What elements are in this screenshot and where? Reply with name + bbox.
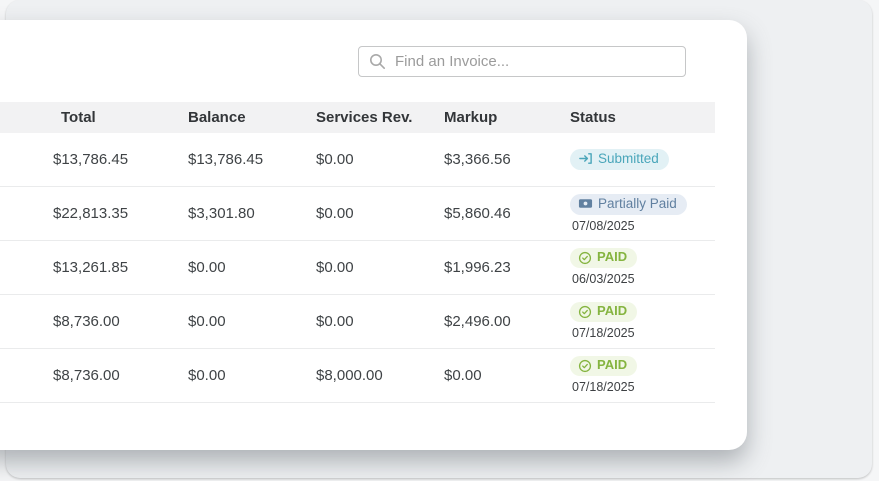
status-cell: PAID 07/18/2025 bbox=[570, 302, 715, 340]
total-cell: $13,786.45 bbox=[53, 151, 129, 168]
status-cell: Submitted bbox=[570, 149, 715, 170]
total-cell: $8,736.00 bbox=[53, 367, 120, 384]
balance-cell: $3,301.80 bbox=[188, 205, 255, 222]
status-label: PAID bbox=[597, 249, 628, 265]
status-label: PAID bbox=[597, 303, 628, 319]
balance-cell: $0.00 bbox=[188, 259, 226, 276]
status-label: Submitted bbox=[598, 151, 659, 167]
status-cell: PAID 07/18/2025 bbox=[570, 356, 715, 394]
table-row[interactable]: $22,813.35 $3,301.80 $0.00 $5,860.46 bbox=[0, 187, 715, 241]
search-icon bbox=[369, 53, 386, 70]
status-cell: Partially Paid 07/08/2025 bbox=[570, 194, 715, 233]
table-row[interactable]: $13,261.85 $0.00 $0.00 $1,996.23 bbox=[0, 241, 715, 295]
status-date: 07/18/2025 bbox=[572, 326, 635, 341]
status-label: Partially Paid bbox=[598, 196, 677, 212]
column-header-services-rev: Services Rev. bbox=[316, 109, 413, 126]
column-header-balance: Balance bbox=[188, 109, 246, 126]
column-header-total: Total bbox=[61, 109, 96, 126]
status-badge: Partially Paid bbox=[570, 194, 687, 215]
status-badge: PAID bbox=[570, 302, 638, 323]
invoice-search[interactable] bbox=[358, 46, 686, 77]
check-circle-icon bbox=[578, 359, 592, 373]
search-input[interactable] bbox=[395, 53, 675, 70]
balance-cell: $13,786.45 bbox=[188, 151, 264, 168]
total-cell: $13,261.85 bbox=[53, 259, 129, 276]
status-cell: PAID 06/03/2025 bbox=[570, 248, 715, 286]
status-label: PAID bbox=[597, 357, 628, 373]
table-row[interactable]: $8,736.00 $0.00 $8,000.00 $0.00 bbox=[0, 349, 715, 403]
column-header-markup: Markup bbox=[444, 109, 498, 126]
status-date: 07/08/2025 bbox=[572, 218, 635, 233]
balance-cell: $0.00 bbox=[188, 367, 226, 384]
table-row[interactable]: $8,736.00 $0.00 $0.00 $2,496.00 bbox=[0, 295, 715, 349]
table-header: Total Balance Services Rev. Markup Statu… bbox=[0, 102, 715, 133]
table-body: $13,786.45 $13,786.45 $0.00 $3,366.56 bbox=[0, 133, 715, 403]
check-circle-icon bbox=[578, 305, 592, 319]
table-row[interactable]: $13,786.45 $13,786.45 $0.00 $3,366.56 bbox=[0, 133, 715, 187]
services-rev-cell: $0.00 bbox=[316, 313, 354, 330]
services-rev-cell: $0.00 bbox=[316, 151, 354, 168]
status-badge: PAID bbox=[570, 356, 638, 377]
markup-cell: $2,496.00 bbox=[444, 313, 511, 330]
check-circle-icon bbox=[578, 251, 592, 265]
markup-cell: $3,366.56 bbox=[444, 151, 511, 168]
status-badge: Submitted bbox=[570, 149, 669, 170]
status-date: 07/18/2025 bbox=[572, 380, 635, 395]
services-rev-cell: $8,000.00 bbox=[316, 367, 383, 384]
markup-cell: $0.00 bbox=[444, 367, 482, 384]
submit-arrow-icon bbox=[578, 151, 593, 166]
services-rev-cell: $0.00 bbox=[316, 205, 354, 222]
status-badge: PAID bbox=[570, 248, 638, 269]
banknote-icon bbox=[578, 196, 593, 211]
balance-cell: $0.00 bbox=[188, 313, 226, 330]
total-cell: $8,736.00 bbox=[53, 313, 120, 330]
invoice-list-card: Total Balance Services Rev. Markup Statu… bbox=[0, 20, 747, 450]
status-date: 06/03/2025 bbox=[572, 272, 635, 287]
column-header-status: Status bbox=[570, 109, 616, 126]
total-cell: $22,813.35 bbox=[53, 205, 129, 222]
markup-cell: $1,996.23 bbox=[444, 259, 511, 276]
services-rev-cell: $0.00 bbox=[316, 259, 354, 276]
markup-cell: $5,860.46 bbox=[444, 205, 511, 222]
